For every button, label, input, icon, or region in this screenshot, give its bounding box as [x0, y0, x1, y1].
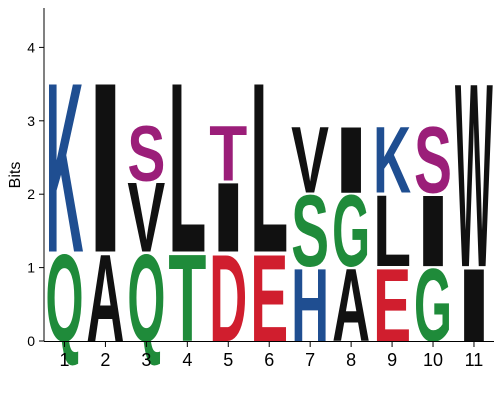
logo-letter: V [291, 107, 329, 214]
x-tick-label: 2 [100, 350, 110, 370]
y-tick-label: 1 [27, 260, 35, 276]
logo-letter: T [209, 110, 247, 198]
logo-letter: K [373, 109, 411, 214]
y-tick-label: 3 [27, 113, 35, 129]
logo-letter: S [291, 175, 329, 289]
logo-letter: V [127, 163, 165, 273]
logo-letter: L [373, 174, 411, 287]
logo-letter: I [332, 107, 370, 213]
x-tick-label: 6 [264, 350, 274, 370]
logo-letter: L [250, 32, 288, 303]
y-axis-ticks: 0 1 2 3 4 [27, 39, 44, 349]
x-tick-label: 7 [305, 350, 315, 370]
logo-letter: L [168, 32, 206, 303]
x-tick-label: 10 [423, 350, 443, 370]
x-tick-label: 11 [465, 350, 484, 370]
y-tick-label: 0 [27, 333, 35, 349]
y-tick-label: 4 [27, 39, 35, 55]
x-axis-ticks: 1 2 3 4 5 6 7 8 9 10 11 [59, 341, 484, 370]
x-tick-label: 3 [141, 350, 151, 370]
x-tick-label: 9 [387, 350, 397, 370]
logo-letter: K [45, 33, 83, 304]
logo-letter: I [86, 32, 124, 303]
logo-letter: S [127, 109, 165, 197]
x-tick-label: 1 [59, 350, 69, 370]
x-tick-label: 8 [346, 350, 356, 370]
logo-letter: I [414, 174, 452, 288]
logo-letter: S [414, 107, 452, 214]
x-tick-label: 5 [223, 350, 233, 370]
y-tick-label: 2 [27, 186, 35, 202]
logo-letter: I [209, 163, 247, 273]
y-axis-title: Bits [7, 162, 24, 189]
x-tick-label: 4 [182, 350, 192, 370]
logo-letter: G [332, 174, 370, 288]
logo-letter: W [455, 28, 493, 322]
